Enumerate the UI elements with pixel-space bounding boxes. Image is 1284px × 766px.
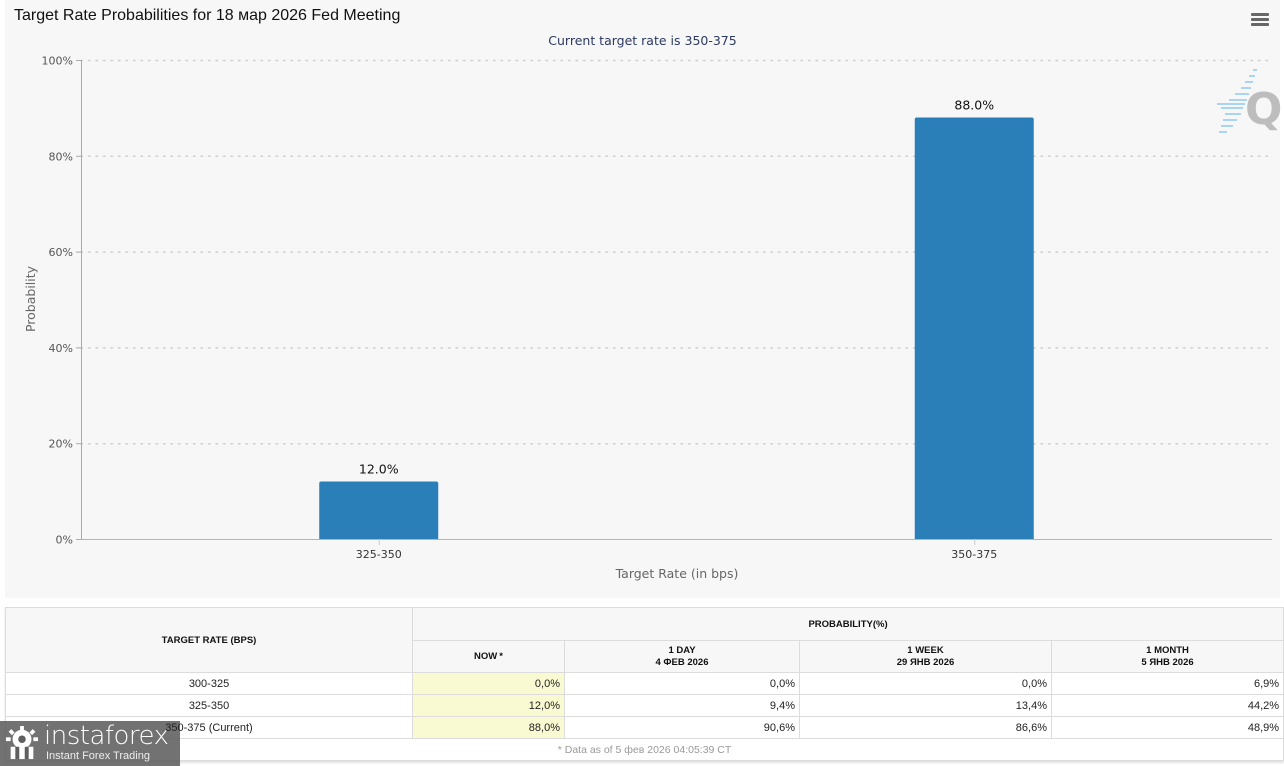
y-axis-title: Probability xyxy=(23,265,38,332)
chart-panel: 0% 20% 40% 60% 80% 100% 325-350 12.0% 350-375 88… xyxy=(5,0,1282,598)
header-target-rate: TARGET RATE (BPS) xyxy=(5,607,413,673)
table-row: 300-325 0,0% 0,0% 0,0% 6,9% xyxy=(5,672,1284,695)
now-cell: 88,0% xyxy=(412,716,565,739)
chart-subtitle: Current target rate is 350-375 xyxy=(548,33,737,48)
logo-tagline: Instant Forex Trading xyxy=(46,750,150,762)
bar-layer xyxy=(319,117,1034,539)
table-row: 325-350 12,0% 9,4% 13,4% 44,2% xyxy=(5,694,1284,717)
1-week-cell: 13,4% xyxy=(799,694,1052,717)
rate-cell: 300-325 xyxy=(5,672,413,695)
bar-chart: 0% 20% 40% 60% 80% 100% 325-350 12.0% 350-375 88… xyxy=(23,55,1273,581)
instaforex-logo: instaforex Instant Forex Trading xyxy=(0,721,180,766)
header-1-day-label: 1 DAY xyxy=(668,644,696,656)
rate-label: 350-375 (Current) xyxy=(165,721,253,734)
y-tick-label: 20% xyxy=(49,438,73,451)
instaforex-gear-logo-icon xyxy=(5,726,39,760)
rate-label: 325-350 xyxy=(188,699,230,712)
header-now: NOW * xyxy=(412,640,565,673)
header-1-day-date: 4 ФЕВ 2026 xyxy=(655,656,709,668)
header-1-month: 1 MONTH 5 ЯНВ 2026 xyxy=(1050,640,1284,673)
1-day-cell: 9,4% xyxy=(564,694,800,717)
1-month-cell: 6,9% xyxy=(1050,672,1284,695)
header-probability: PROBABILITY(%) xyxy=(411,607,1284,641)
label-layer: 325-350 12.0% 350-375 88.0% xyxy=(356,97,997,561)
logo-wordmark: instaforex xyxy=(44,721,169,751)
chart-title: Target Rate Probabilities for 18 мар 202… xyxy=(14,7,401,24)
y-tick-label: 80% xyxy=(49,150,73,163)
y-tick-label: 100% xyxy=(42,55,73,68)
data-label: 12.0% xyxy=(359,462,399,477)
header-1-week: 1 WEEK 29 ЯНВ 2026 xyxy=(799,640,1052,673)
chart-menu-button[interactable] xyxy=(1251,13,1269,29)
data-label: 88.0% xyxy=(954,97,994,112)
axis-layer: 0% 20% 40% 60% 80% 100% xyxy=(42,55,1272,547)
now-cell: 0,0% xyxy=(412,672,565,695)
probability-table: TARGET RATE (BPS) PROBABILITY(%) NOW * 1 … xyxy=(4,607,1284,761)
header-1-month-date: 5 ЯНВ 2026 xyxy=(1141,656,1194,668)
1-day-cell: 90,6% xyxy=(564,716,800,739)
1-month-cell: 44,2% xyxy=(1050,694,1284,717)
header-1-week-date: 29 ЯНВ 2026 xyxy=(896,656,955,668)
bar-325-350 xyxy=(319,481,439,539)
x-axis-title: Target Rate (in bps) xyxy=(615,566,739,581)
1-day-cell: 0,0% xyxy=(564,672,800,695)
rate-cell: 325-350 xyxy=(5,694,413,717)
svg-text:Q: Q xyxy=(1245,84,1282,135)
x-tick-label: 325-350 xyxy=(356,548,402,561)
y-tick-label: 40% xyxy=(49,342,73,355)
header-1-week-label: 1 WEEK xyxy=(907,644,944,656)
header-now-marker: * xyxy=(499,650,503,662)
header-1-month-label: 1 MONTH xyxy=(1146,644,1189,656)
now-cell: 12,0% xyxy=(412,694,565,717)
x-tick-label: 350-375 xyxy=(951,548,997,561)
grid-layer xyxy=(80,59,1273,445)
y-tick-label: 60% xyxy=(49,246,73,259)
bar-350-375 xyxy=(914,117,1034,539)
data-timestamp-footnote: * Data as of 5 фев 2026 04:05:39 CT xyxy=(557,743,732,756)
header-now-label: NOW xyxy=(474,650,498,662)
y-tick-label: 0% xyxy=(56,534,73,547)
1-week-cell: 0,0% xyxy=(799,672,1052,695)
quikstrike-q-logo-icon: Q xyxy=(1217,69,1282,135)
rate-label: 300-325 xyxy=(188,677,230,690)
data-timestamp-footnote-cell: * Data as of 5 фев 2026 04:05:39 CT xyxy=(4,738,1284,761)
1-month-cell: 48,9% xyxy=(1050,716,1284,739)
table-row: 350-375 (Current) 88,0% 90,6% 86,6% 48,9… xyxy=(5,716,1284,739)
hamburger-menu-icon xyxy=(1251,13,1269,26)
header-1-day: 1 DAY 4 ФЕВ 2026 xyxy=(564,640,800,673)
1-week-cell: 86,6% xyxy=(799,716,1052,739)
